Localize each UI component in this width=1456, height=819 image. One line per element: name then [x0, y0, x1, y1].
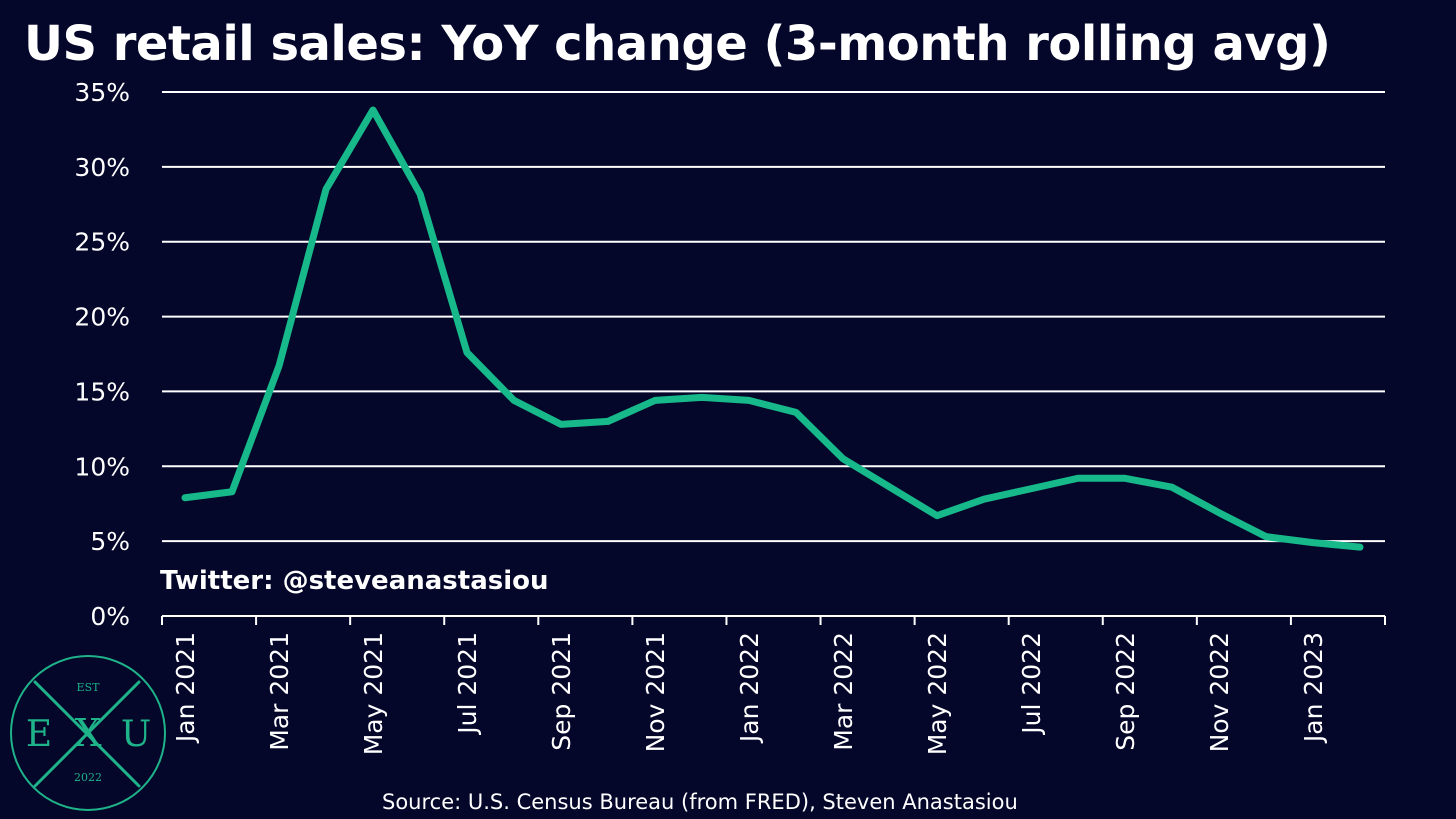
- x-tick-label: Nov 2022: [1205, 632, 1234, 752]
- x-axis: Jan 2021 Mar 2021 May 2021 Jul 2021 Sep 2021…: [161, 615, 1386, 755]
- logo-center-letter: X: [74, 711, 101, 755]
- x-tick-label: Sep 2022: [1111, 632, 1140, 751]
- y-axis-ticks: 0% 5% 10% 15% 20% 25% 30% 35%: [74, 78, 130, 631]
- twitter-handle: Twitter: @steveanastasiou: [160, 566, 549, 596]
- x-tick-label: Sep 2021: [547, 632, 576, 751]
- y-tick-label: 25%: [74, 228, 130, 257]
- series-line: [181, 106, 1364, 551]
- y-tick-label: 30%: [74, 153, 130, 182]
- x-tick-label: Jan 2022: [735, 632, 764, 744]
- x-tick-label: Jan 2023: [1299, 632, 1328, 744]
- chart-title: US retail sales: YoY change (3-month rol…: [24, 16, 1331, 72]
- x-tick-label: May 2021: [359, 632, 388, 755]
- logo-cross-stroke-2: [33, 680, 141, 788]
- x-tick-label: Mar 2022: [829, 632, 858, 751]
- x-tick-label: Jul 2022: [1017, 632, 1046, 736]
- y-tick-label: 5%: [90, 527, 130, 556]
- logo-left-letter: E: [26, 714, 52, 755]
- logo-ring: [10, 655, 166, 811]
- y-tick-label: 15%: [74, 377, 130, 406]
- x-tick-label: May 2022: [923, 632, 952, 755]
- x-tick-label: Nov 2021: [641, 632, 670, 752]
- exu-logo: EST E X U 2022: [10, 655, 166, 811]
- grid-lines: [162, 91, 1385, 543]
- y-tick-label: 20%: [74, 303, 130, 332]
- logo-year: 2022: [74, 771, 102, 784]
- y-tick-label: 10%: [74, 452, 130, 481]
- series-layer: [181, 106, 1364, 551]
- y-tick-label: 35%: [74, 78, 130, 107]
- y-tick-label: 0%: [90, 602, 130, 631]
- x-tick-label: Jul 2021: [453, 632, 482, 736]
- logo-right-letter: U: [121, 714, 151, 755]
- x-tick-label: Jan 2021: [171, 632, 200, 744]
- logo-est: EST: [77, 681, 101, 694]
- source-note: Source: U.S. Census Bureau (from FRED), …: [382, 790, 1018, 814]
- x-tick-label: Mar 2021: [265, 632, 294, 751]
